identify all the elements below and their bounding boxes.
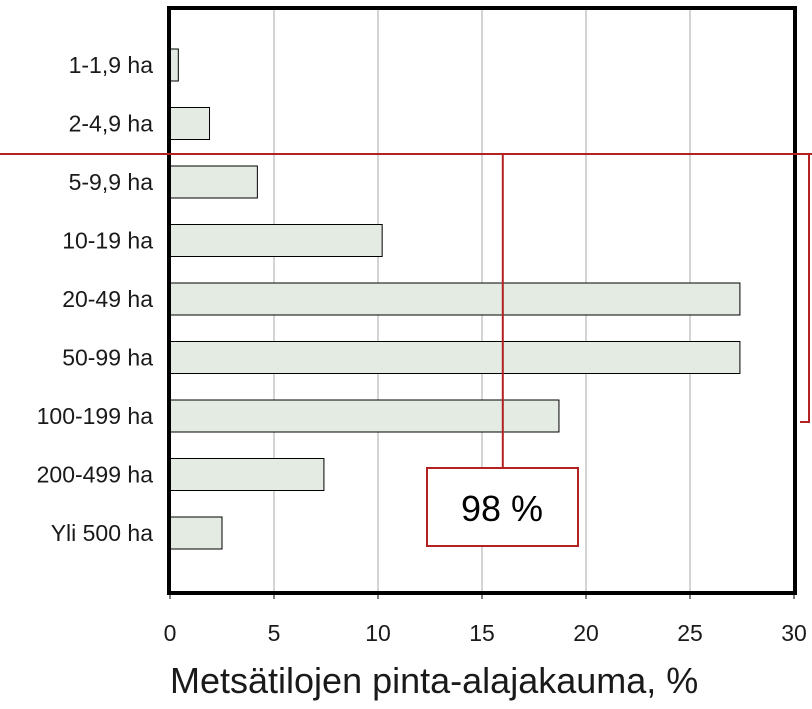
category-label: Yli 500 ha xyxy=(51,520,154,546)
x-tick-label: 0 xyxy=(164,620,177,646)
bar xyxy=(169,399,560,433)
category-label: 20-49 ha xyxy=(62,286,153,312)
bar xyxy=(169,224,383,257)
bar xyxy=(169,458,325,491)
bar xyxy=(169,282,741,316)
bar xyxy=(169,341,741,374)
x-tick-label: 15 xyxy=(469,620,495,646)
bar xyxy=(169,165,258,199)
callout-label: 98 % xyxy=(461,488,543,529)
right-bracket xyxy=(800,154,810,423)
x-tick-label: 5 xyxy=(268,620,281,646)
category-label: 10-19 ha xyxy=(62,228,153,254)
category-label: 1-1,9 ha xyxy=(69,52,154,78)
x-axis-title: Metsätilojen pinta-alajakauma, % xyxy=(170,660,698,701)
bar xyxy=(169,48,179,82)
category-labels: 1-1,9 ha 2-4,9 ha 5-9,9 ha 10-19 ha 20-49 ha… xyxy=(37,52,154,546)
x-tick-label: 10 xyxy=(365,620,391,646)
x-tick-label: 30 xyxy=(781,620,807,646)
bar xyxy=(169,107,211,140)
category-label: 2-4,9 ha xyxy=(69,111,154,137)
category-label: 100-199 ha xyxy=(37,403,154,429)
x-axis-ticks: 0 5 10 15 20 25 30 xyxy=(164,593,807,646)
callout-annotation: 98 % xyxy=(0,153,812,547)
category-label: 200-499 ha xyxy=(37,462,154,488)
callout-box xyxy=(426,467,579,547)
bar xyxy=(169,516,223,550)
category-label: 50-99 ha xyxy=(62,345,153,371)
x-tick-label: 25 xyxy=(677,620,703,646)
x-tick-label: 20 xyxy=(573,620,599,646)
category-label: 5-9,9 ha xyxy=(69,169,154,195)
